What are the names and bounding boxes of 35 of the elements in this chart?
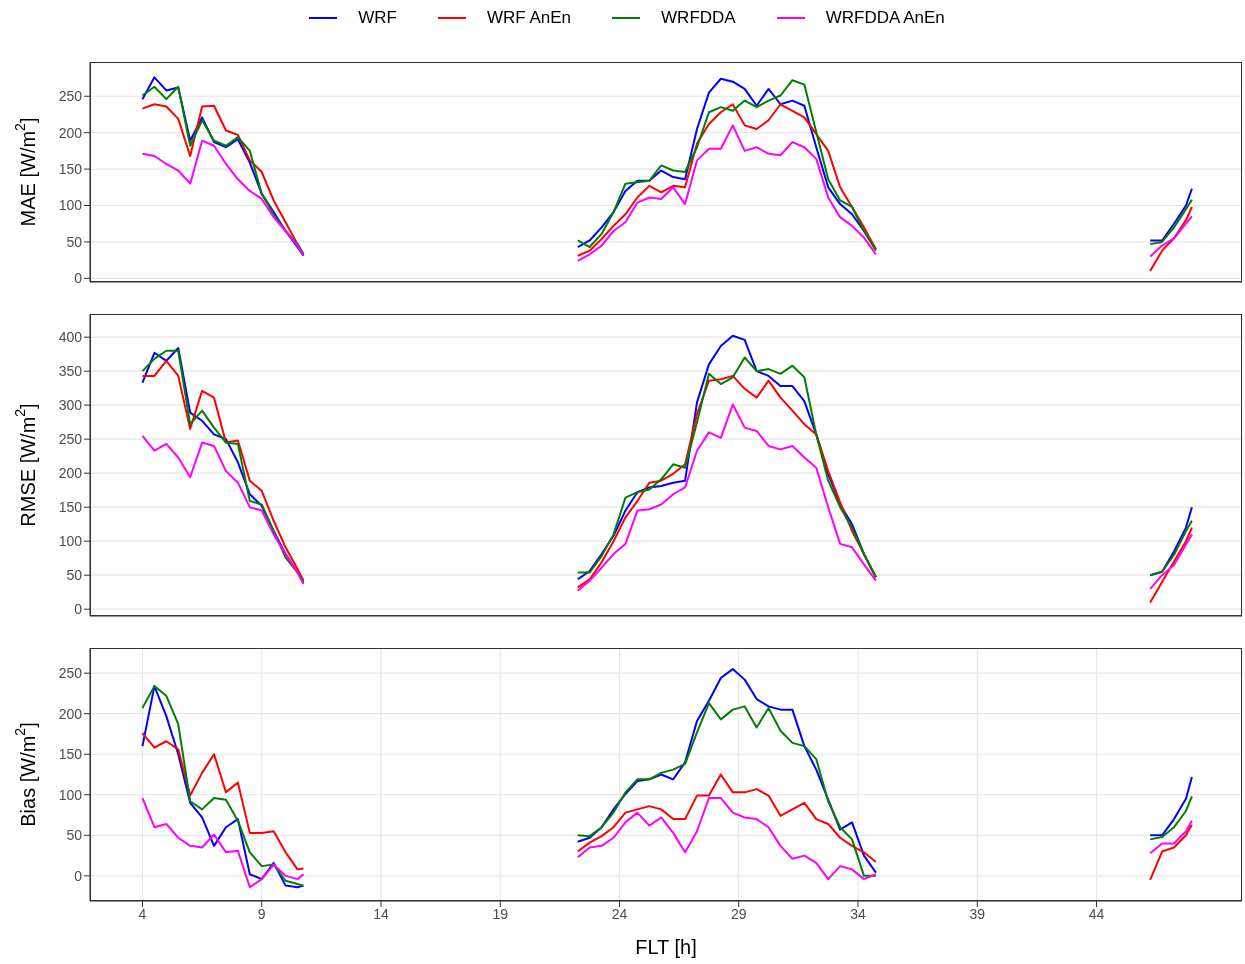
y-tick-label: 150 [58, 746, 83, 763]
y-tick-label: 250 [58, 88, 83, 105]
legend-label: WRFDDA AnEn [825, 8, 945, 28]
legend-label: WRF AnEn [486, 8, 572, 28]
y-tick-label: 100 [58, 533, 83, 550]
legend-label: WRFDDA [661, 8, 736, 28]
x-tick-label: 19 [492, 905, 509, 922]
y-tick-label: 0 [74, 867, 83, 884]
y-tick-label: 250 [58, 665, 83, 682]
y-tick-label: 200 [58, 705, 83, 722]
x-tick-label: 44 [1088, 905, 1105, 922]
x-tick-label: 39 [969, 905, 986, 922]
legend-label: WRF [358, 8, 397, 28]
x-axis-title: FLT [h] [635, 936, 697, 958]
x-tick-label: 4 [138, 905, 147, 922]
y-tick-label: 300 [58, 397, 83, 414]
y-tick-label: 50 [66, 827, 83, 844]
y-tick-label: 50 [66, 567, 83, 584]
y-tick-label: 100 [58, 786, 83, 803]
x-tick-label: 9 [257, 905, 266, 922]
y-tick-label: 0 [74, 601, 83, 618]
y-tick-label: 250 [58, 431, 83, 448]
y-tick-label: 150 [58, 161, 83, 178]
y-tick-label: 200 [58, 124, 83, 141]
x-tick-label: 29 [730, 905, 747, 922]
x-tick-label: 34 [850, 905, 866, 922]
y-tick-label: 100 [58, 197, 83, 214]
x-tick-label: 24 [611, 905, 628, 922]
y-tick-label: 350 [58, 363, 83, 380]
y-tick-label: 150 [58, 499, 83, 516]
y-tick-label: 0 [74, 270, 83, 287]
y-tick-label: 200 [58, 465, 83, 482]
y-tick-label: 400 [58, 329, 83, 346]
y-tick-label: 50 [66, 233, 83, 250]
x-tick-label: 14 [373, 905, 389, 922]
